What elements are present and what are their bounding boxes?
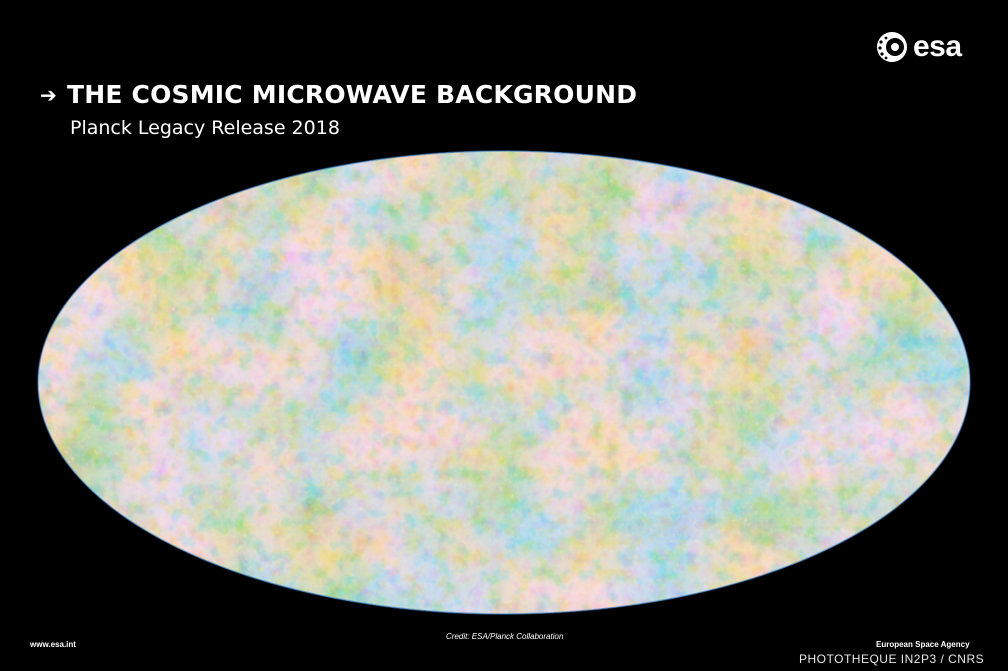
agency-name: European Space Agency: [876, 640, 970, 649]
website-link[interactable]: www.esa.int: [30, 640, 76, 649]
page-title-row: ➔ THE COSMIC MICROWAVE BACKGROUND: [40, 80, 637, 109]
esa-emblem-icon: [877, 32, 907, 62]
arrow-right-icon: ➔: [40, 82, 57, 107]
esa-logo: esa: [875, 29, 975, 65]
page-subtitle: Planck Legacy Release 2018: [70, 117, 340, 139]
cmb-mollweide-image: [37, 150, 971, 615]
image-credit: Credit: ESA/Planck Collaboration: [446, 632, 564, 641]
page-title: THE COSMIC MICROWAVE BACKGROUND: [66, 80, 638, 109]
esa-logo-text: esa: [913, 30, 962, 63]
cmb-sky-map: [37, 150, 971, 615]
header: ➔ THE COSMIC MICROWAVE BACKGROUND Planck…: [40, 80, 637, 139]
photo-credit-watermark: PHOTOTHEQUE IN2P3 / CNRS: [799, 652, 985, 666]
